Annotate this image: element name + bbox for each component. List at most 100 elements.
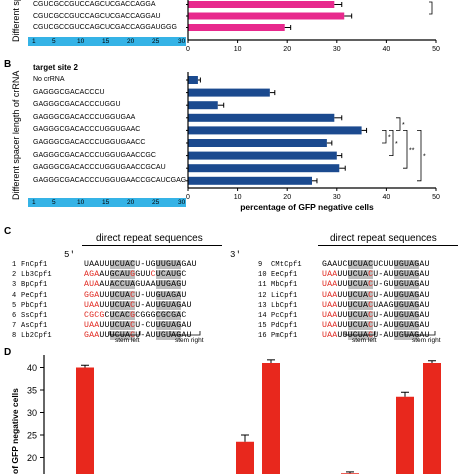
nucleotide: A <box>332 260 338 269</box>
nucleotide: C <box>114 300 120 310</box>
nucleotide: U <box>342 331 348 341</box>
nucleotide: A <box>99 280 105 290</box>
nucleotide: G <box>135 270 141 280</box>
row-name: AsCpf1 <box>21 322 48 331</box>
nucleotide: A <box>130 280 136 290</box>
nucleotide: C <box>368 280 374 290</box>
nucleotide: A <box>332 321 338 331</box>
nucleotide: A <box>84 280 90 290</box>
nucleotide: G <box>414 321 420 331</box>
bar <box>188 24 285 31</box>
nucleotide: A <box>409 260 415 269</box>
bar <box>188 1 335 8</box>
nucleotide: U <box>322 321 328 331</box>
nucleotide: A <box>409 300 415 310</box>
nucleotide: G <box>166 260 172 269</box>
nucleotide: A <box>145 331 151 341</box>
repeat-sequence: UAAUUUCUACU-AUUGUAGAU <box>322 331 430 341</box>
nucleotide: - <box>378 290 384 300</box>
stem-left-label-a: stem left <box>115 337 140 344</box>
nucleotide: U <box>186 321 192 331</box>
nucleotide: U <box>99 290 105 300</box>
nucleotide: U <box>404 280 410 290</box>
nucleotide: A <box>94 260 100 269</box>
nucleotide: A <box>383 300 389 310</box>
nucleotide: A <box>99 270 105 280</box>
scale-tick: 15 <box>102 199 110 206</box>
repeat-sequence: UAAUUUCUACU-CUUGUAGAU <box>84 321 192 331</box>
nucleotide: A <box>332 300 338 310</box>
nucleotide: C <box>368 270 374 280</box>
nucleotide: U <box>119 290 125 300</box>
row-number: 13 <box>258 301 267 310</box>
nucleotide: U <box>357 290 363 300</box>
nucleotide: A <box>409 321 415 331</box>
nucleotide: G <box>89 270 95 280</box>
nucleotide: G <box>388 300 394 310</box>
nucleotide: U <box>155 260 161 269</box>
sig-mark: * <box>395 141 398 148</box>
x-tick-label: 50 <box>432 194 440 201</box>
nucleotide: U <box>322 280 328 290</box>
nucleotide: U <box>404 290 410 300</box>
x-tick-label: 20 <box>283 194 291 201</box>
nucleotide: U <box>166 321 172 331</box>
nucleotide: U <box>322 331 328 341</box>
nucleotide: A <box>327 270 333 280</box>
nucleotide: C <box>368 290 374 300</box>
nucleotide: U <box>84 321 90 331</box>
nucleotide: A <box>327 260 333 269</box>
stem-right-label-a: stem right <box>175 337 204 344</box>
nucleotide: G <box>383 280 389 290</box>
repeat-sequence: UAAUUUCUACU-AUUGUAGAU <box>322 321 430 331</box>
row-name: PbCpf1 <box>21 301 48 310</box>
nucleotide: U <box>373 321 379 331</box>
row-number: 4 <box>12 291 17 300</box>
nucleotide: U <box>373 280 379 290</box>
nucleotide: A <box>125 331 131 341</box>
row-name: PeCpf1 <box>21 291 48 300</box>
sig-bracket <box>417 130 422 182</box>
nucleotide: U <box>337 260 343 269</box>
bar <box>396 396 414 474</box>
nucleotide: U <box>404 270 410 280</box>
nucleotide: A <box>84 270 90 280</box>
row-number: 2 <box>12 271 17 280</box>
nucleotide: U <box>89 280 95 290</box>
nucleotide: A <box>327 311 333 320</box>
nucleotide: U <box>99 331 105 341</box>
nucleotide: A <box>109 280 115 290</box>
nucleotide: C <box>130 321 136 331</box>
nucleotide: U <box>388 260 394 269</box>
nucleotide: A <box>89 321 95 331</box>
repeat-sequence: UAAUUUCUACU-AUUGUAGAU <box>84 300 192 310</box>
nucleotide: A <box>363 331 369 341</box>
nucleotide: U <box>150 300 156 310</box>
nucleotide: C <box>160 270 166 280</box>
nucleotide: U <box>357 321 363 331</box>
stem-left-label-b: stem left <box>352 337 377 344</box>
bar <box>188 12 345 20</box>
nucleotide: U <box>322 290 328 300</box>
nucleotide: G <box>160 321 166 331</box>
nucleotide: U <box>109 260 115 269</box>
nucleotide: G <box>414 300 420 310</box>
scale-tick: 30 <box>178 199 186 206</box>
nucleotide: C <box>342 260 348 269</box>
nucleotide: - <box>378 331 384 341</box>
nucleotide: G <box>414 280 420 290</box>
nucleotide: U <box>424 260 430 269</box>
nucleotide: U <box>160 290 166 300</box>
bar <box>188 151 337 160</box>
nucleotide: U <box>104 321 110 331</box>
nucleotide: U <box>404 321 410 331</box>
row-number: 16 <box>258 332 267 341</box>
bar <box>188 76 198 84</box>
nucleotide: A <box>363 300 369 310</box>
nucleotide: A <box>166 290 172 300</box>
nucleotide: U <box>150 290 156 300</box>
bar <box>188 88 270 97</box>
nucleotide: C <box>352 280 358 290</box>
repeat-sequence: UAAUUUCUACU-UGUUGUAGAU <box>84 260 197 269</box>
panel-a-sequence-label: CGUCGCCGUCCAGCUCGACCAGGA <box>33 1 156 8</box>
